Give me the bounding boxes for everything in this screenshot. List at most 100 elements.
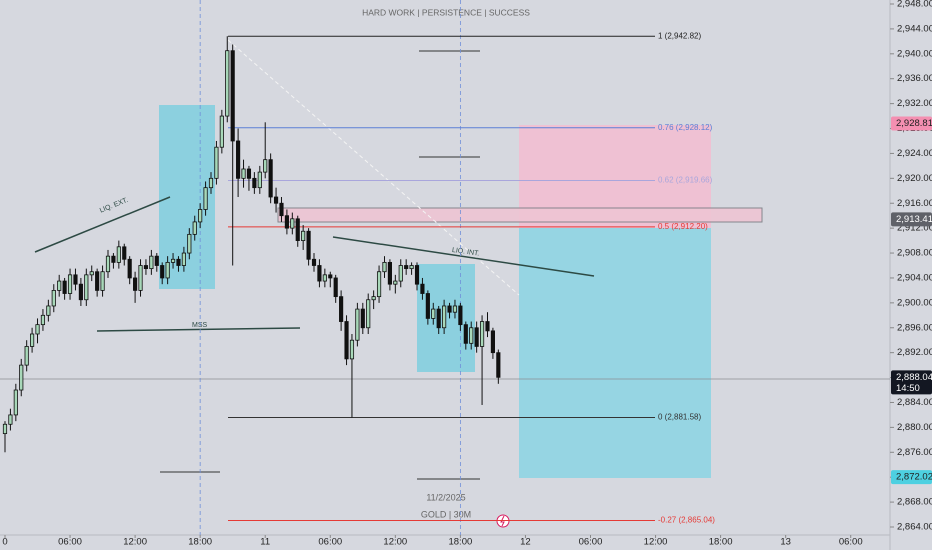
- y-tick-label: 2,868.00: [897, 497, 932, 508]
- y-tick-label: 2,908.00: [897, 248, 932, 259]
- candle-body: [181, 252, 186, 266]
- candle-body: [13, 389, 18, 416]
- candle-body: [252, 177, 257, 189]
- y-tick-label: 2,904.00: [897, 272, 932, 283]
- fib-label: 0.76 (2,928.12): [658, 123, 713, 132]
- candle-body: [160, 265, 165, 279]
- last-price-tag: [891, 370, 932, 395]
- candle-body: [154, 255, 159, 266]
- candle-body: [40, 314, 46, 326]
- trend-line: [96, 327, 301, 332]
- candle-body: [127, 258, 132, 279]
- candle-body: [225, 50, 230, 117]
- y-tick-label: 2,864.00: [897, 522, 932, 533]
- candle-body: [452, 305, 458, 313]
- candle-body: [284, 215, 289, 229]
- candle-body: [382, 261, 387, 273]
- candle-body: [230, 50, 235, 142]
- price-tag-label: 2,872.02: [896, 472, 932, 483]
- candle-body: [78, 283, 83, 301]
- fib-label: -0.27 (2,865.04): [658, 516, 715, 525]
- candle-body: [203, 187, 208, 210]
- date-label: 11/2/2025: [426, 492, 465, 502]
- candle-body: [339, 296, 344, 322]
- candle-body: [57, 280, 62, 291]
- candle-body: [95, 271, 100, 291]
- candle-body: [143, 265, 149, 270]
- candle-body: [328, 274, 333, 279]
- x-tick-label: 12:00: [644, 537, 668, 548]
- annotation: MSS: [192, 322, 208, 329]
- supply-zone: [277, 207, 763, 223]
- candle-body: [322, 274, 327, 282]
- candle-body: [349, 339, 355, 360]
- candle-body: [306, 230, 311, 260]
- candle-body: [279, 202, 284, 217]
- candle-body: [89, 271, 94, 276]
- candle-body: [496, 352, 501, 378]
- x-tick-label: 0: [2, 537, 7, 548]
- y-tick-label: 2,900.00: [897, 297, 932, 308]
- candle-body: [176, 258, 181, 266]
- candle-body: [420, 283, 425, 294]
- candle-body: [84, 274, 89, 301]
- candle-body: [138, 265, 143, 291]
- candle-body: [442, 305, 447, 329]
- price-tag: [891, 116, 932, 131]
- y-tick-label: 2,940.00: [897, 48, 932, 59]
- y-tick-label: 2,896.00: [897, 322, 932, 333]
- candle-body: [344, 321, 349, 360]
- price-tag-label: 2,928.81: [896, 118, 932, 129]
- candle-body: [35, 324, 40, 335]
- candle-body: [485, 321, 490, 332]
- y-tick-label: 2,884.00: [897, 397, 932, 408]
- candle-body: [236, 140, 241, 179]
- candle-body: [371, 296, 376, 301]
- candle-body: [469, 327, 474, 344]
- price-tag: [891, 212, 932, 227]
- candle-body: [67, 274, 73, 294]
- fib-label: 0.62 (2,919.66): [658, 176, 713, 185]
- trend-line: [34, 196, 171, 253]
- candle-body: [122, 246, 127, 260]
- x-tick-label: 13: [780, 537, 791, 548]
- x-tick-label: 06:00: [58, 537, 82, 548]
- annotation: LIQ. INT.: [451, 247, 479, 258]
- price-tag-label: 2,913.41: [896, 214, 932, 225]
- candle-body: [133, 277, 138, 291]
- last-price-label: 2,888.04: [896, 372, 932, 383]
- candle-body: [398, 265, 403, 282]
- candle-body: [219, 115, 224, 148]
- candle-body: [19, 364, 24, 391]
- candle-body: [447, 305, 452, 313]
- candle-body: [268, 159, 273, 198]
- candle-body: [463, 324, 468, 344]
- candle-body: [187, 233, 192, 254]
- price-tag: [891, 470, 932, 485]
- candle-body: [73, 274, 78, 285]
- candle-body: [301, 230, 306, 241]
- chart-title: HARD WORK | PERSISTENCE | SUCCESS: [362, 7, 530, 17]
- y-tick-label: 2,920.00: [897, 173, 932, 184]
- candle-body: [425, 293, 430, 319]
- candle-body: [295, 218, 300, 241]
- candle-body: [198, 209, 203, 223]
- candle-body: [263, 159, 268, 173]
- candle-body: [290, 218, 295, 229]
- candle-body: [111, 255, 116, 263]
- candle-body: [376, 271, 382, 298]
- candle-body: [393, 280, 398, 285]
- candle-body: [51, 290, 56, 307]
- candle-body: [8, 414, 13, 425]
- candle-body: [431, 308, 436, 319]
- x-tick-label: 12: [520, 537, 531, 548]
- x-tick-label: 18:00: [188, 537, 212, 548]
- candle-body: [192, 221, 197, 235]
- y-tick-label: 2,876.00: [897, 447, 932, 458]
- x-tick-label: 06:00: [839, 537, 863, 548]
- fib-label: 0 (2,881.58): [658, 413, 701, 422]
- y-tick-label: 2,932.00: [897, 98, 932, 109]
- x-tick-label: 18:00: [709, 537, 733, 548]
- symbol-label: GOLD | 30M: [421, 509, 471, 519]
